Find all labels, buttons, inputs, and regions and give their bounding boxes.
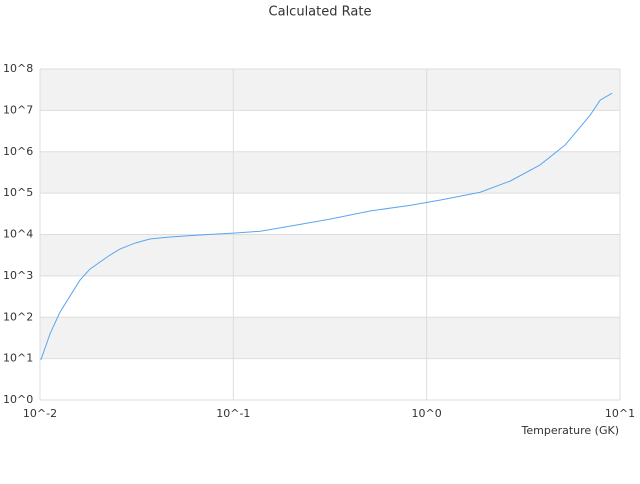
- x-tick-label: 10^-2: [23, 407, 57, 420]
- y-tick-label: 10^6: [3, 145, 33, 158]
- y-tick-label: 10^7: [3, 103, 33, 116]
- y-tick-label: 10^1: [3, 352, 33, 365]
- data-line: [40, 92, 613, 361]
- x-tick-label: 10^1: [605, 407, 635, 420]
- x-tick-label: 10^-1: [216, 407, 250, 420]
- y-tick-label: 10^8: [3, 62, 33, 75]
- y-tick-label: 10^4: [3, 228, 33, 241]
- grid-band: [40, 151, 620, 194]
- x-axis-label: Temperature (GK): [521, 424, 620, 437]
- grid-band: [40, 317, 620, 359]
- y-tick-label: 10^5: [3, 186, 33, 199]
- x-tick-label: 10^0: [412, 407, 442, 420]
- grid-band: [40, 69, 620, 111]
- grid-band: [40, 234, 620, 276]
- y-tick-label: 10^3: [3, 269, 33, 282]
- y-tick-label: 10^0: [3, 393, 33, 406]
- chart-title: Calculated Rate: [269, 5, 372, 20]
- y-tick-label: 10^2: [3, 310, 33, 323]
